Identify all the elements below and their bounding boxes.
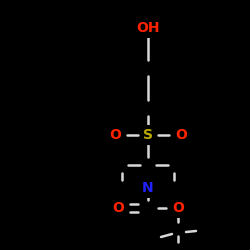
Text: S: S xyxy=(143,128,153,142)
Text: O: O xyxy=(109,128,121,142)
Text: OH: OH xyxy=(136,21,160,35)
Text: N: N xyxy=(142,181,154,195)
Text: O: O xyxy=(112,201,124,215)
Text: O: O xyxy=(175,128,187,142)
Text: O: O xyxy=(172,201,184,215)
